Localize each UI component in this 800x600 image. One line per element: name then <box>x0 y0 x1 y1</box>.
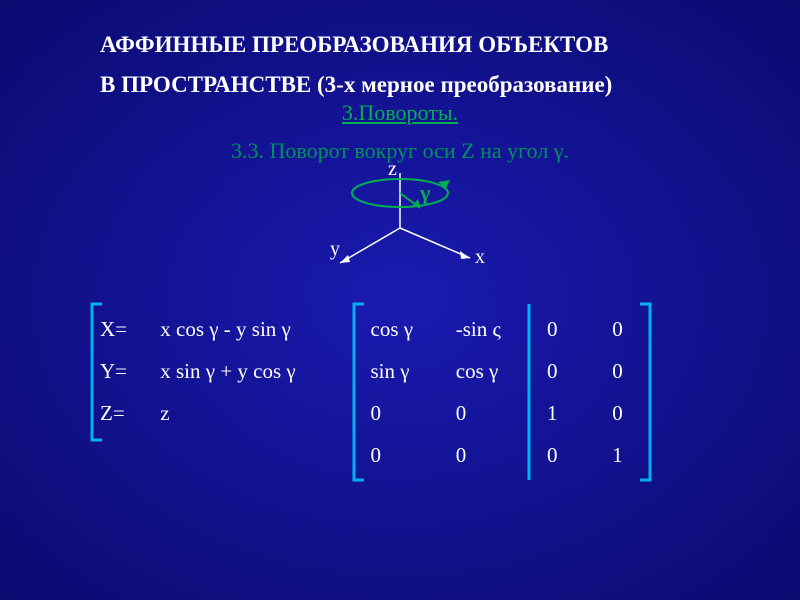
matrix-cell: 0 <box>371 434 451 476</box>
matrix-cell: cos γ <box>371 308 451 350</box>
matrix-cell: 0 <box>612 308 652 350</box>
subtitle-rotations: 3.Повороты. <box>0 100 800 126</box>
equation-row: Y= x sin γ + y cos γ sin γ cos γ 0 0 <box>100 350 800 392</box>
y-axis <box>340 228 400 263</box>
angle-label: γ <box>420 180 430 206</box>
x-axis-arrow <box>460 251 470 259</box>
eq-lhs: X= <box>100 308 155 350</box>
matrix-cell: 0 <box>612 350 652 392</box>
matrix-cell: 1 <box>547 392 607 434</box>
title-line-1: АФФИННЫЕ ПРЕОБРАЗОВАНИЯ ОБЪЕКТОВ <box>0 0 800 58</box>
eq-rhs: x cos γ - y sin γ <box>160 308 365 350</box>
y-axis-arrow <box>340 255 350 263</box>
eq-rhs: x sin γ + y cos γ <box>160 350 365 392</box>
eq-lhs: Y= <box>100 350 155 392</box>
matrix-cell: 0 <box>456 392 542 434</box>
z-axis-label: z <box>388 158 397 181</box>
matrix-cell: cos γ <box>456 350 542 392</box>
matrix-cell: sin γ <box>371 350 451 392</box>
matrix-cell: 0 <box>612 392 652 434</box>
axes-svg <box>270 158 530 278</box>
y-axis-label: y <box>330 238 340 261</box>
matrix-cell: 0 <box>456 434 542 476</box>
matrix-cell: 0 <box>371 392 451 434</box>
eq-lhs: Z= <box>100 392 155 434</box>
equation-row: 0 0 0 1 <box>100 434 800 476</box>
matrix-cell: -sin ς <box>456 308 542 350</box>
matrix-cell: 0 <box>547 434 607 476</box>
title-line-2: В ПРОСТРАНСТВЕ (3-х мерное преобразовани… <box>0 58 800 98</box>
equation-row: X= x cos γ - y sin γ cos γ -sin ς 0 0 <box>100 308 800 350</box>
matrix-cell: 0 <box>547 350 607 392</box>
equations-block: X= x cos γ - y sin γ cos γ -sin ς 0 0 Y=… <box>0 308 800 476</box>
axes-diagram: z y x γ <box>270 158 530 278</box>
matrix-cell: 1 <box>612 434 652 476</box>
x-axis-label: x <box>475 246 485 269</box>
eq-rhs: z <box>160 392 365 434</box>
matrix-cell: 0 <box>547 308 607 350</box>
equation-row: Z= z 0 0 1 0 <box>100 392 800 434</box>
x-axis <box>400 228 470 258</box>
